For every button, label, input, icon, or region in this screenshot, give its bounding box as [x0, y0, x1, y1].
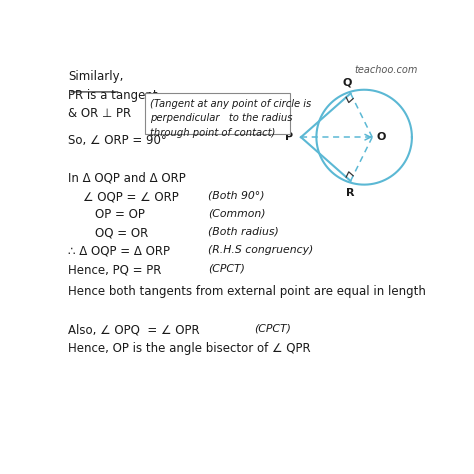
Text: Hence, PQ = PR: Hence, PQ = PR — [68, 264, 162, 277]
Text: O: O — [377, 132, 386, 142]
Text: teachoo.com: teachoo.com — [354, 65, 418, 75]
Text: Also, ∠ OPQ  = ∠ OPR: Also, ∠ OPQ = ∠ OPR — [68, 323, 200, 337]
Text: Similarly,: Similarly, — [68, 70, 124, 82]
Text: OP = OP: OP = OP — [95, 209, 145, 221]
Text: ∠ OQP = ∠ ORP: ∠ OQP = ∠ ORP — [83, 190, 179, 203]
Text: R: R — [346, 188, 355, 198]
Text: Hence, OP is the angle bisector of ∠ QPR: Hence, OP is the angle bisector of ∠ QPR — [68, 342, 311, 356]
Text: (CPCT): (CPCT) — [208, 264, 245, 274]
Text: (R.H.S congruency): (R.H.S congruency) — [208, 245, 313, 255]
Text: OQ = OR: OQ = OR — [95, 227, 148, 239]
Text: (Both 90°): (Both 90°) — [208, 190, 264, 200]
Text: (Common): (Common) — [208, 209, 265, 219]
Text: So, ∠ ORP = 90°: So, ∠ ORP = 90° — [68, 134, 167, 146]
Text: & OR ⊥ PR: & OR ⊥ PR — [68, 107, 132, 120]
Text: ∴ Δ OQP = Δ ORP: ∴ Δ OQP = Δ ORP — [68, 245, 171, 258]
Text: P: P — [285, 132, 293, 142]
Text: (CPCT): (CPCT) — [254, 323, 291, 333]
Text: PR is a tangent: PR is a tangent — [68, 89, 158, 102]
Text: Q: Q — [342, 78, 352, 88]
Text: (Tangent at any point of circle is
perpendicular   to the radius
through point o: (Tangent at any point of circle is perpe… — [150, 99, 311, 137]
FancyBboxPatch shape — [145, 93, 290, 134]
Text: (Both radius): (Both radius) — [208, 227, 279, 237]
Text: In Δ OQP and Δ ORP: In Δ OQP and Δ ORP — [68, 172, 186, 185]
Text: Hence both tangents from external point are equal in length: Hence both tangents from external point … — [68, 285, 426, 298]
